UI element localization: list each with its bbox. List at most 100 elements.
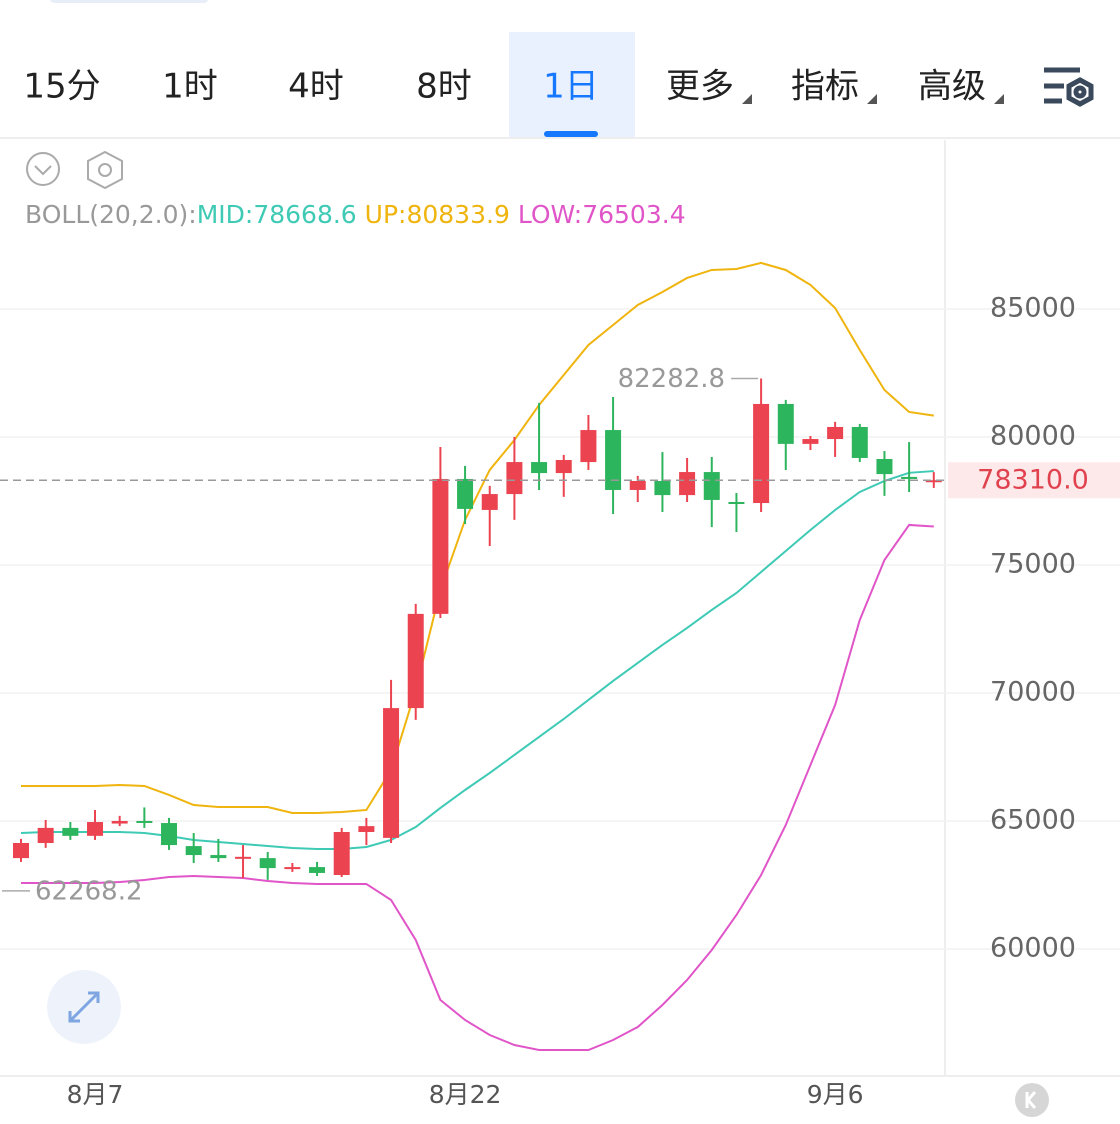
tab-underline	[544, 131, 598, 137]
indicator-settings-icon[interactable]	[87, 150, 123, 190]
tab[interactable]: 8时	[416, 67, 472, 107]
tab-label: 4时	[288, 67, 344, 107]
legend-name: LOW:	[518, 200, 582, 229]
legend-value: 76503.4	[582, 200, 685, 229]
candle-body	[728, 501, 745, 504]
candle-body	[876, 458, 893, 475]
candle-body	[111, 820, 128, 824]
candle-body	[481, 494, 498, 510]
y-tick-label: 85000	[990, 292, 1076, 323]
candle	[407, 603, 424, 720]
candle-body	[555, 460, 572, 474]
tab-bar: 15分 1时 4时 8时 1日 更多 指标 高级	[23, 32, 1004, 137]
x-tick-label: 8月7	[67, 1080, 124, 1109]
icon-dot	[98, 163, 112, 177]
candle	[37, 819, 54, 848]
overlay-line	[21, 523, 934, 1051]
candle-body	[506, 462, 523, 495]
candle	[703, 456, 720, 528]
annotation: 82282.8	[618, 364, 726, 394]
candle-body	[605, 430, 622, 490]
candle	[210, 838, 227, 862]
expand-button[interactable]	[47, 970, 121, 1044]
x-tick-label: 8月22	[429, 1080, 502, 1109]
tab-label: 指标	[791, 67, 859, 107]
icon-circle	[26, 152, 60, 186]
tab[interactable]: 4时	[288, 67, 344, 107]
candle-body	[777, 403, 794, 444]
tab[interactable]: 1日	[509, 32, 635, 137]
candle-body	[901, 476, 918, 479]
candle-body	[383, 708, 400, 838]
y-tick-label: 70000	[990, 676, 1076, 707]
candle	[876, 451, 893, 496]
candle	[185, 833, 202, 863]
top-stub	[50, 0, 208, 3]
candle-body	[333, 831, 350, 876]
candle	[13, 838, 30, 862]
candle	[62, 822, 79, 840]
candle	[481, 485, 498, 547]
candle	[728, 493, 745, 532]
candle	[580, 414, 597, 470]
tab-highlight	[509, 32, 635, 137]
candle-body	[753, 403, 770, 504]
icon-stroke	[68, 991, 100, 1023]
candle-body	[259, 858, 276, 869]
candle	[432, 446, 449, 618]
legend-name: UP:	[365, 200, 407, 229]
collapse-icon[interactable]	[26, 152, 60, 186]
tab[interactable]: 1时	[162, 67, 218, 107]
candle-body	[235, 856, 252, 859]
candle	[235, 845, 252, 879]
candle-body	[432, 478, 449, 614]
last-price-label: 78310.0	[977, 465, 1089, 496]
candle	[753, 378, 770, 512]
tab[interactable]: 更多	[666, 67, 752, 107]
candle	[259, 851, 276, 880]
candle	[506, 436, 523, 520]
candle-body	[62, 827, 79, 836]
candle	[284, 862, 301, 872]
candle-body	[802, 439, 819, 444]
candle	[136, 807, 153, 828]
settings-icon[interactable]	[1044, 67, 1094, 107]
icon-stroke	[68, 1011, 80, 1023]
candle	[555, 454, 572, 497]
tab-label: 8时	[416, 67, 472, 107]
button-bg	[1015, 1083, 1049, 1117]
candle-body	[580, 430, 597, 463]
candle-body	[37, 827, 54, 844]
dropdown-marker	[742, 94, 752, 104]
candle	[358, 817, 375, 846]
candle	[333, 827, 350, 878]
tab[interactable]: 指标	[791, 67, 877, 107]
candle	[827, 421, 844, 457]
candle-body	[851, 426, 868, 458]
candle-body	[654, 481, 671, 496]
y-tick-label: 75000	[990, 548, 1076, 579]
y-tick-label: 65000	[990, 804, 1076, 835]
tab-label: 高级	[918, 67, 986, 107]
y-tick-label: 60000	[990, 932, 1076, 963]
legend-name: MID:	[197, 200, 254, 229]
candle-body	[457, 478, 474, 509]
candle-body	[925, 480, 942, 483]
legend-value: 78668.6	[253, 200, 356, 229]
scroll-end-button[interactable]	[1015, 1083, 1049, 1117]
candle	[457, 465, 474, 525]
candle-body	[309, 867, 326, 873]
plot-area: 60000 65000 70000 75000 80000 85000 8月7 8月22 9月6…	[0, 140, 1120, 1109]
x-tick-label: 9月6	[807, 1080, 864, 1109]
tab[interactable]: 15分	[23, 67, 100, 107]
candle	[925, 472, 942, 488]
tab[interactable]: 高级	[918, 67, 1004, 107]
candle	[111, 815, 128, 827]
annotation: 62268.2	[35, 876, 143, 906]
candle	[802, 435, 819, 451]
candle-body	[629, 481, 646, 490]
candle-body	[531, 462, 548, 474]
icon-hex	[1066, 77, 1094, 107]
icon-hex	[87, 150, 123, 190]
candle-body	[13, 843, 30, 859]
